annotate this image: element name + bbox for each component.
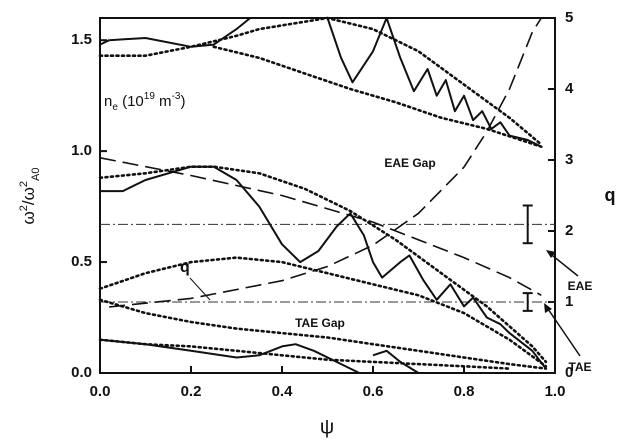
x-tick-label: 1.0	[545, 383, 566, 400]
series-line	[99, 157, 542, 296]
q-label: q	[180, 259, 190, 276]
tae-gap-label: TAE Gap	[295, 316, 345, 330]
y2-tick-label: 2	[565, 222, 573, 239]
ne-label-part: -3	[172, 91, 181, 102]
tae-label: TAE	[568, 360, 591, 374]
x-tick-label: 0.0	[90, 383, 111, 400]
y-label-part: 2	[18, 181, 30, 187]
series-line	[100, 165, 547, 370]
series-line	[98, 298, 548, 370]
y-tick-label: 1.5	[71, 31, 92, 48]
y2-tick-label: 5	[565, 9, 573, 26]
series-line	[109, 17, 542, 308]
eae-arrowhead	[546, 250, 556, 258]
ne-label-part: )	[180, 93, 185, 110]
tae-arrowhead	[544, 303, 552, 313]
series-line	[98, 338, 511, 370]
y-tick-label: 1.0	[71, 142, 92, 159]
y-axis-label: ω2/ω2A0	[18, 168, 42, 225]
ne-label: ne (1019 m-3)	[104, 91, 185, 113]
eae-label: EAE	[568, 279, 593, 293]
series-line	[326, 17, 542, 148]
y-label-part: A0	[30, 168, 42, 181]
ne-label-part: n	[104, 93, 112, 110]
ne-label-part: (10	[118, 93, 144, 110]
series-line	[98, 16, 543, 146]
x-axis-label: ψ	[320, 416, 334, 438]
x-tick-label: 0.4	[272, 383, 294, 400]
ne-label-part: e	[112, 102, 118, 113]
y-label-part: 2	[18, 205, 30, 211]
y2-tick-label: 1	[565, 293, 573, 310]
y2-axis-label: q	[605, 185, 616, 205]
series-line	[99, 338, 420, 374]
q-leader	[189, 277, 211, 301]
y2-tick-label: 0	[565, 364, 573, 381]
y2-tick-label: 4	[565, 80, 574, 97]
eae-arrow	[547, 251, 579, 277]
series-line	[99, 17, 251, 48]
series-line	[98, 165, 548, 364]
ne-label-part: m	[155, 93, 172, 110]
y-label-part: ω	[19, 211, 38, 224]
series-line	[212, 45, 543, 148]
eae-gap-label: EAE Gap	[384, 156, 435, 170]
x-tick-label: 0.2	[181, 383, 202, 400]
y-tick-label: 0.5	[71, 253, 92, 270]
y-label-part: /ω	[19, 187, 38, 205]
x-tick-label: 0.8	[454, 383, 475, 400]
x-tick-label: 0.6	[363, 383, 384, 400]
ne-label-part: 19	[144, 91, 156, 102]
tae-arrow	[545, 305, 581, 357]
y2-tick-label: 3	[565, 151, 573, 168]
series-line	[98, 256, 548, 368]
y-tick-label: 0.0	[71, 364, 92, 381]
